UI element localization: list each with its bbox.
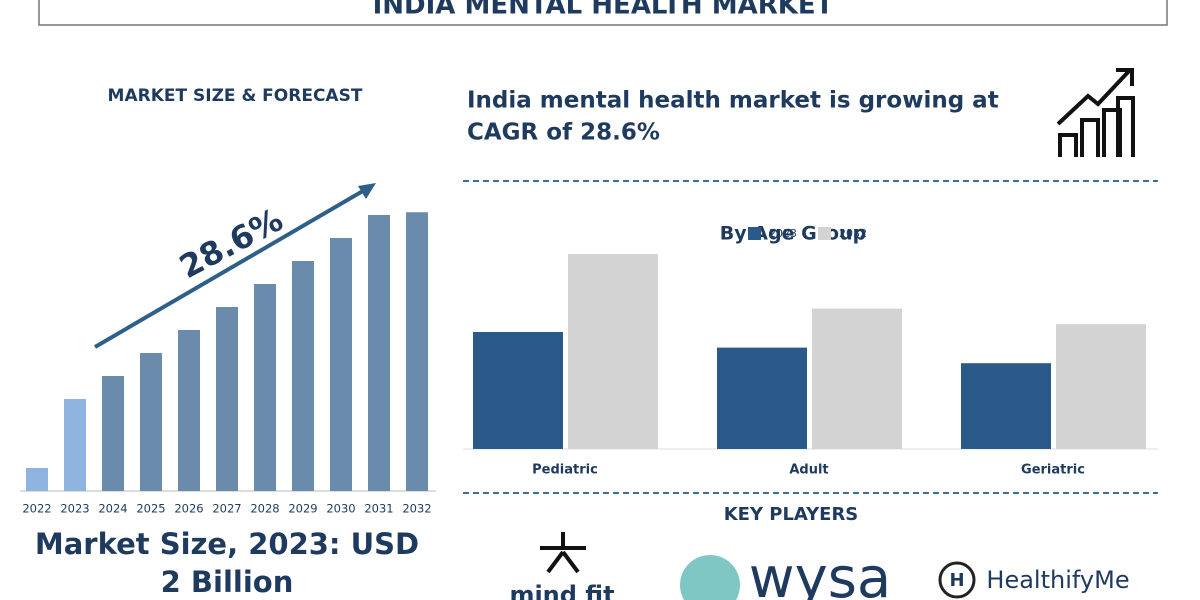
bar: [368, 215, 390, 491]
bar: [568, 254, 658, 449]
market-size: Market Size, 2023: USD: [35, 527, 419, 561]
x-tick-label: Geriatric: [1021, 463, 1085, 478]
mindfit-logo: [540, 532, 586, 574]
healthifyme-logo: H: [949, 570, 964, 591]
legend-swatch: [748, 227, 761, 240]
healthifyme-logo: [938, 561, 976, 599]
header-title: INDIA MENTAL HEALTH MARKET: [373, 0, 834, 21]
bar: [178, 330, 200, 491]
wysa-logo: [680, 555, 740, 600]
bar: [102, 376, 124, 491]
x-tick-label: 2028: [250, 502, 279, 516]
x-tick-label: 2026: [174, 502, 203, 516]
market-size: 2 Billion: [161, 565, 294, 599]
bar: [292, 261, 314, 491]
bar: [812, 308, 902, 449]
x-tick-label: 2024: [98, 502, 127, 516]
key-players-title: KEY PLAYERS: [724, 504, 859, 525]
player-logo: mind fit: [509, 581, 614, 600]
bar: [406, 212, 428, 492]
growth-icon: [1056, 68, 1135, 157]
bar: [961, 363, 1051, 449]
x-tick-label: Pediatric: [532, 463, 598, 478]
x-tick-label: Adult: [789, 463, 828, 478]
trend-arrow: [93, 186, 370, 349]
bar: [473, 332, 563, 449]
x-tick-label: 2027: [212, 502, 241, 516]
x-tick-label: 2022: [22, 502, 51, 516]
bar: [1056, 324, 1146, 449]
x-tick-label: 2031: [364, 502, 393, 516]
player-logo: wysa: [749, 546, 891, 600]
bar: [64, 399, 86, 491]
x-tick-label: 2025: [136, 502, 165, 516]
header-box: [38, 0, 1168, 26]
section-title: MARKET SIZE & FORECAST: [108, 86, 363, 106]
x-tick-label: 2029: [288, 502, 317, 516]
legend-swatch: [818, 227, 831, 240]
trend-arrow-head: [358, 183, 376, 199]
headline: India mental health market is growing at: [467, 88, 999, 114]
x-tick-label: 2032: [402, 502, 431, 516]
legend-label: 2023: [769, 227, 797, 240]
bar: [140, 353, 162, 491]
bar: [254, 284, 276, 491]
bar: [26, 468, 48, 491]
bar: [216, 307, 238, 491]
bar: [717, 347, 807, 449]
legend-label: 2032: [839, 227, 867, 240]
x-tick-label: 2023: [60, 502, 89, 516]
bar: [330, 238, 352, 491]
x-tick-label: 2030: [326, 502, 355, 516]
headline: CAGR of 28.6%: [467, 120, 660, 146]
player-logo: HealthifyMe: [986, 566, 1129, 594]
